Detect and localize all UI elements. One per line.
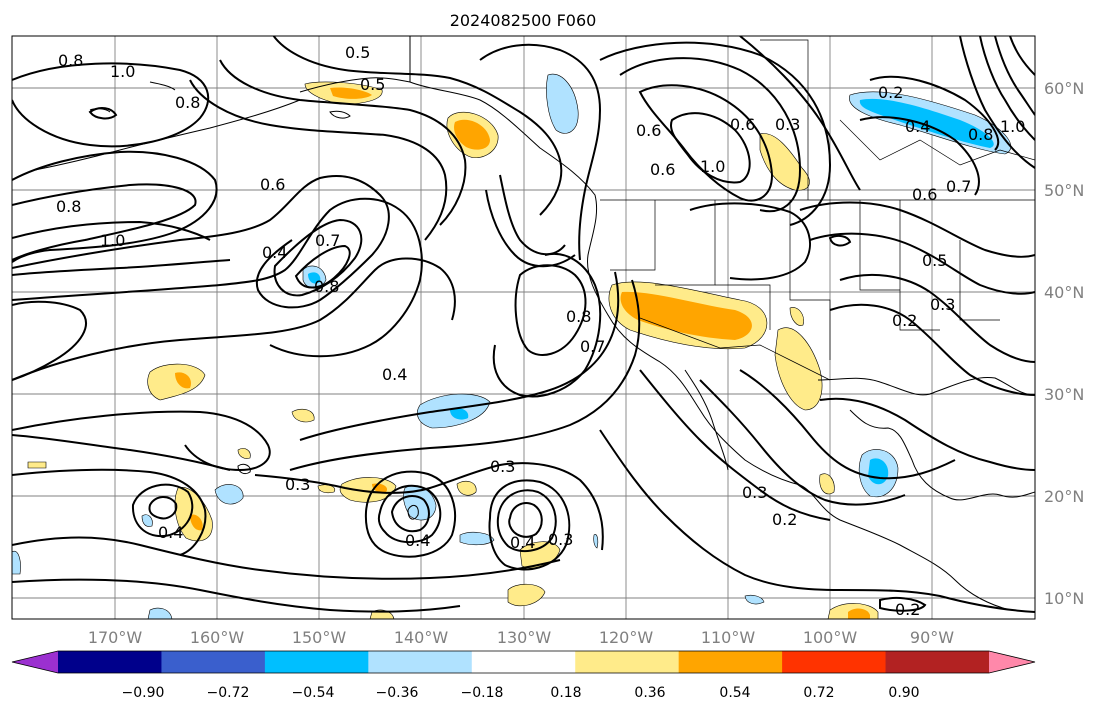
colorbar-segment [782,651,887,673]
state-borders [600,39,1035,381]
lat-label: 60°N [1044,79,1084,98]
contour-label: 0.5 [360,75,385,94]
contour-label: 0.3 [285,475,310,494]
contour-label: 1.0 [700,157,725,176]
contour-label: 0.3 [548,530,573,549]
contour-label-group: 0.8 1.0 0.8 0.5 0.5 0.6 0.8 1.0 0.4 0.7 … [56,43,1025,619]
lat-label: 10°N [1044,589,1084,608]
contour-label: 0.5 [922,251,947,270]
lat-label: 20°N [1044,487,1084,506]
contour-label: 0.3 [742,483,767,502]
contour-lines [12,36,1035,613]
lat-label: 40°N [1044,283,1084,302]
contour-label: 0.6 [650,160,675,179]
latitude-labels: 60°N 50°N 40°N 30°N 20°N 10°N [1044,79,1084,608]
longitude-labels: 170°W 160°W 150°W 140°W 130°W 120°W 110°… [88,628,954,647]
contour-label: 0.8 [566,307,591,326]
colorbar-segment [678,651,783,673]
colorbar-tick-label: −0.72 [207,685,250,701]
contour-label: 0.3 [775,115,800,134]
contour-label: 0.8 [175,93,200,112]
contour-label: 0.6 [912,185,937,204]
contour-label: 0.7 [946,177,971,196]
contour-label: 0.6 [260,175,285,194]
contour-label: 0.7 [580,337,605,356]
colorbar-tick-label: −0.36 [376,685,419,701]
contour-label: 0.2 [772,510,797,529]
colorbar-tick-labels: −0.90 −0.72 −0.54 −0.36 −0.18 0.18 0.36 … [122,685,920,701]
colorbar-segment [58,651,162,673]
lon-label: 120°W [599,628,654,647]
colorbar-segment [471,651,576,673]
contour-label: 0.8 [58,51,83,70]
contour-label: 0.6 [636,121,661,140]
contour-label: 0.2 [892,311,917,330]
colorbar-segment [264,651,369,673]
contour-label: 0.5 [345,43,370,62]
contour-label: 0.4 [382,365,407,384]
lon-label: 100°W [803,628,858,647]
colorbar-segments [11,650,1036,674]
contour-label: 0.8 [56,197,81,216]
lat-label: 30°N [1044,385,1084,404]
contour-label: 0.4 [158,523,183,542]
colorbar-extend-min [12,651,58,673]
contour-label: 0.3 [490,457,515,476]
lon-label: 150°W [292,628,347,647]
lon-label: 160°W [190,628,245,647]
contour-label: 1.0 [1000,117,1025,136]
colorbar-tick-label: −0.90 [122,685,165,701]
lon-label: 140°W [394,628,449,647]
lon-label: 110°W [701,628,756,647]
contour-label: 0.6 [730,115,755,134]
colorbar-tick-label: 0.36 [634,685,665,701]
colorbar-tick-label: 0.72 [803,685,834,701]
contour-label: 0.7 [315,231,340,250]
colorbar-tick-label: 0.18 [550,685,581,701]
colorbar: −0.90 −0.72 −0.54 −0.36 −0.18 0.18 0.36 … [11,650,1036,701]
contour-label: 0.4 [262,243,287,262]
lon-label: 130°W [497,628,552,647]
contour-label: 0.4 [405,531,430,550]
contour-label: 0.8 [968,125,993,144]
colorbar-tick-label: −0.54 [292,685,335,701]
lon-label: 90°W [910,628,954,647]
contour-label: 1.0 [100,231,125,250]
colorbar-segment [885,651,990,673]
contour-label: 0.2 [878,83,903,102]
colorbar-tick-label: 0.90 [888,685,919,701]
colorbar-segment [161,651,266,673]
contour-label: 0.2 [895,600,920,619]
colorbar-extend-max [989,651,1035,673]
colorbar-tick-label: −0.18 [461,685,504,701]
map-panel: 0.8 1.0 0.8 0.5 0.5 0.6 0.8 1.0 0.4 0.7 … [11,35,1036,620]
contour-label: 0.3 [930,295,955,314]
contour-label: 0.4 [905,117,930,136]
colorbar-segment [368,651,473,673]
contour-label: 0.8 [314,277,339,296]
figure-title: 2024082500 F060 [450,11,597,30]
colorbar-segment [575,651,680,673]
colorbar-outline [11,650,1036,674]
lat-label: 50°N [1044,181,1084,200]
lon-label: 170°W [88,628,143,647]
contour-label: 0.4 [510,533,535,552]
contour-label: 1.0 [110,62,135,81]
map-frame [11,35,1036,620]
colorbar-tick-label: 0.54 [719,685,750,701]
